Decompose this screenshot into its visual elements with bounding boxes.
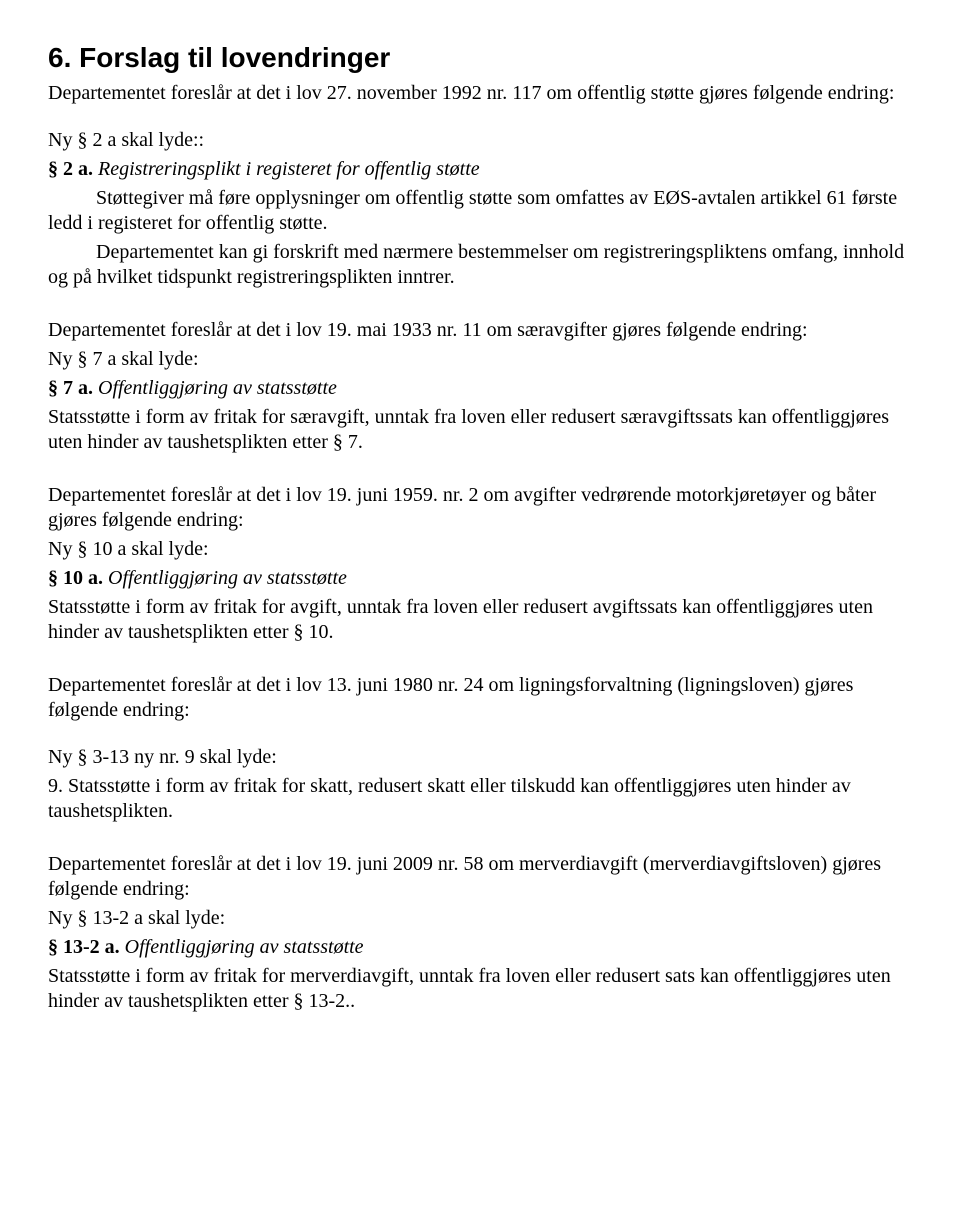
clause-name: Offentliggjøring av statsstøtte — [93, 377, 337, 399]
clause-body: Støttegiver må føre opplysninger om offe… — [48, 186, 912, 236]
clause-number: § 7 a. — [48, 377, 93, 399]
clause-number: § 10 a. — [48, 567, 103, 589]
clause-number: § 13-2 a. — [48, 936, 120, 958]
new-clause-intro: Ny § 2 a skal lyde:: — [48, 128, 912, 153]
amendment-4: Departementet foreslår at det i lov 13. … — [48, 673, 912, 824]
amendment-3: Departementet foreslår at det i lov 19. … — [48, 483, 912, 645]
amendment-5: Departementet foreslår at det i lov 19. … — [48, 852, 912, 1014]
clause-number: § 2 a. — [48, 158, 93, 180]
intro-text: Departementet foreslår at det i lov 27. … — [48, 81, 912, 106]
clause-title: § 10 a. Offentliggjøring av statsstøtte — [48, 566, 912, 591]
new-clause-intro: Ny § 10 a skal lyde: — [48, 537, 912, 562]
amendment-2: Departementet foreslår at det i lov 19. … — [48, 318, 912, 455]
clause-title: § 13-2 a. Offentliggjøring av statsstøtt… — [48, 935, 912, 960]
clause-body: Statsstøtte i form av fritak for særavgi… — [48, 405, 912, 455]
amendment-1: Departementet foreslår at det i lov 27. … — [48, 81, 912, 290]
clause-title: § 7 a. Offentliggjøring av statsstøtte — [48, 376, 912, 401]
intro-text: Departementet foreslår at det i lov 19. … — [48, 483, 912, 533]
clause-body: Departementet kan gi forskrift med nærme… — [48, 240, 912, 290]
clause-body: Statsstøtte i form av fritak for avgift,… — [48, 595, 912, 645]
clause-name: Registreringsplikt i registeret for offe… — [93, 158, 480, 180]
intro-text: Departementet foreslår at det i lov 13. … — [48, 673, 912, 723]
clause-title: § 2 a. Registreringsplikt i registeret f… — [48, 157, 912, 182]
spacer — [48, 110, 912, 124]
clause-body: Statsstøtte i form av fritak for merverd… — [48, 964, 912, 1014]
new-clause-intro: Ny § 13-2 a skal lyde: — [48, 906, 912, 931]
section-heading: 6. Forslag til lovendringer — [48, 40, 912, 75]
new-clause-intro: Ny § 7 a skal lyde: — [48, 347, 912, 372]
new-clause-intro: Ny § 3-13 ny nr. 9 skal lyde: — [48, 745, 912, 770]
intro-text: Departementet foreslår at det i lov 19. … — [48, 318, 912, 343]
clause-body: 9. Statsstøtte i form av fritak for skat… — [48, 774, 912, 824]
clause-name: Offentliggjøring av statsstøtte — [103, 567, 347, 589]
clause-name: Offentliggjøring av statsstøtte — [120, 936, 364, 958]
spacer — [48, 727, 912, 741]
intro-text: Departementet foreslår at det i lov 19. … — [48, 852, 912, 902]
